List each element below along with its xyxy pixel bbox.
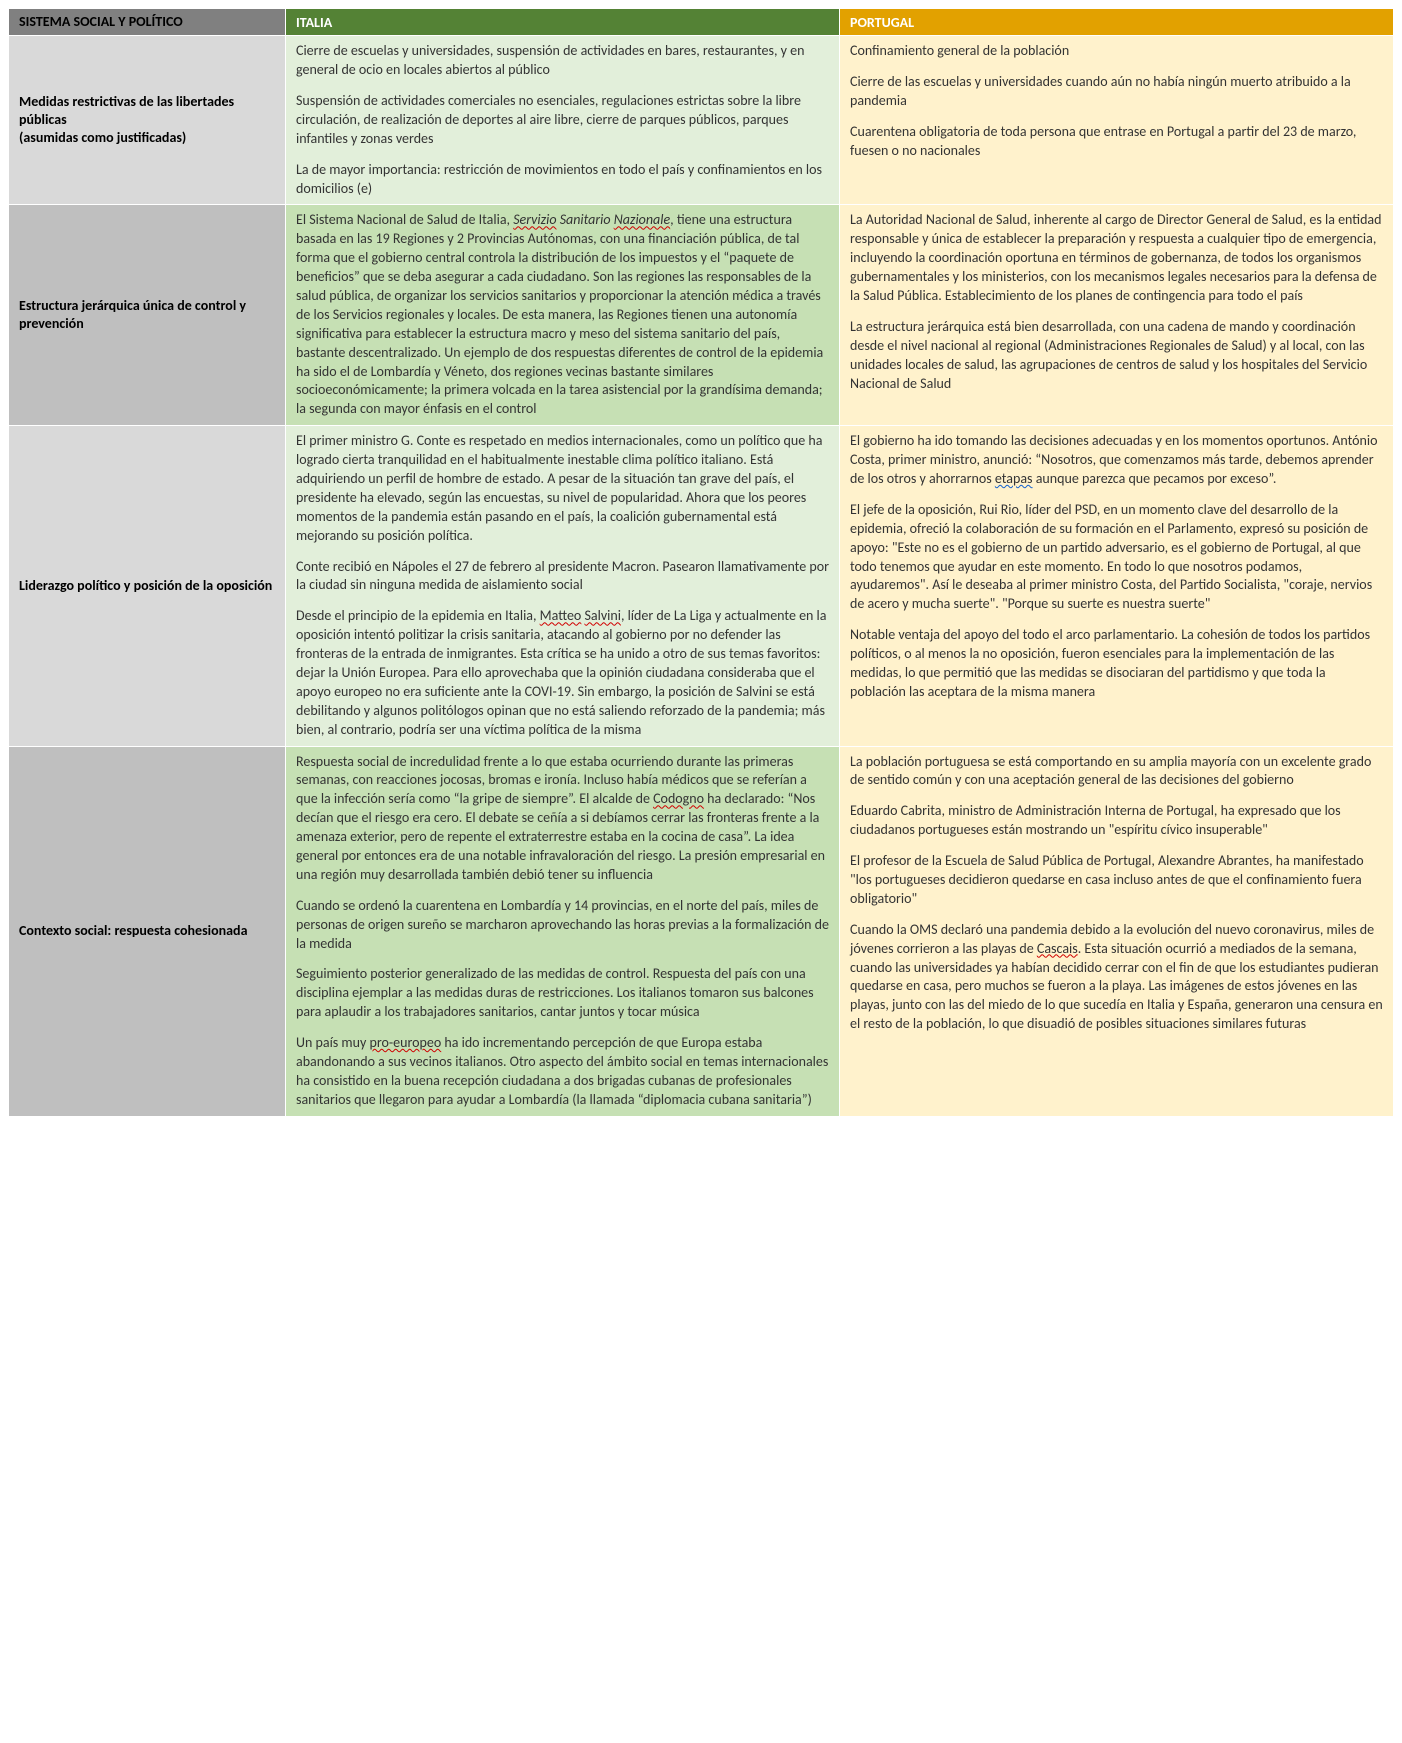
paragraph: La población portuguesa se está comporta… (850, 753, 1383, 791)
paragraph: La estructura jerárquica está bien desar… (850, 318, 1383, 394)
paragraph: Notable ventaja del apoyo del todo el ar… (850, 626, 1383, 702)
row-label: Liderazgo político y posición de la opos… (9, 426, 286, 746)
header-col3: PORTUGAL (840, 9, 1394, 36)
cell-italia: Respuesta social de incredulidad frente … (286, 746, 840, 1116)
paragraph: Cierre de las escuelas y universidades c… (850, 73, 1383, 111)
cell-italia: El primer ministro G. Conte es respetado… (286, 426, 840, 746)
cell-portugal: La Autoridad Nacional de Salud, inherent… (840, 205, 1394, 426)
table-body: Medidas restrictivas de las libertades p… (9, 36, 1394, 1117)
row-label: Estructura jerárquica única de control y… (9, 205, 286, 426)
paragraph: Confinamiento general de la población (850, 42, 1383, 61)
paragraph: El profesor de la Escuela de Salud Públi… (850, 852, 1383, 909)
header-row: SISTEMA SOCIAL Y POLÍTICO ITALIA PORTUGA… (9, 9, 1394, 36)
paragraph: Desde el principio de la epidemia en Ita… (296, 607, 829, 739)
paragraph: Conte recibió en Nápoles el 27 de febrer… (296, 558, 829, 596)
paragraph: Cuando se ordenó la cuarentena en Lombar… (296, 897, 829, 954)
paragraph: El jefe de la oposición, Rui Rio, líder … (850, 501, 1383, 614)
table-header: SISTEMA SOCIAL Y POLÍTICO ITALIA PORTUGA… (9, 9, 1394, 36)
paragraph: Un país muy pro-europeo ha ido increment… (296, 1034, 829, 1110)
cell-portugal: El gobierno ha ido tomando las decisione… (840, 426, 1394, 746)
paragraph: El gobierno ha ido tomando las decisione… (850, 432, 1383, 489)
paragraph: Eduardo Cabrita, ministro de Administrac… (850, 802, 1383, 840)
paragraph: Cierre de escuelas y universidades, susp… (296, 42, 829, 80)
table-row: Contexto social: respuesta cohesionadaRe… (9, 746, 1394, 1116)
table-row: Liderazgo político y posición de la opos… (9, 426, 1394, 746)
paragraph: Cuarentena obligatoria de toda persona q… (850, 123, 1383, 161)
comparison-table: SISTEMA SOCIAL Y POLÍTICO ITALIA PORTUGA… (8, 8, 1394, 1117)
paragraph: El Sistema Nacional de Salud de Italia, … (296, 211, 829, 419)
cell-portugal: Confinamiento general de la población Cie… (840, 36, 1394, 205)
paragraph: Seguimiento posterior generalizado de la… (296, 965, 829, 1022)
cell-italia: Cierre de escuelas y universidades, susp… (286, 36, 840, 205)
paragraph: Cuando la OMS declaró una pandemia debid… (850, 921, 1383, 1034)
paragraph: El primer ministro G. Conte es respetado… (296, 432, 829, 545)
paragraph: La Autoridad Nacional de Salud, inherent… (850, 211, 1383, 305)
table-row: Estructura jerárquica única de control y… (9, 205, 1394, 426)
paragraph: La de mayor importancia: restricción de … (296, 161, 829, 199)
cell-portugal: La población portuguesa se está comporta… (840, 746, 1394, 1116)
row-label: Contexto social: respuesta cohesionada (9, 746, 286, 1116)
row-label: Medidas restrictivas de las libertades p… (9, 36, 286, 205)
header-col2: ITALIA (286, 9, 840, 36)
paragraph: Respuesta social de incredulidad frente … (296, 753, 829, 885)
table-row: Medidas restrictivas de las libertades p… (9, 36, 1394, 205)
header-col1: SISTEMA SOCIAL Y POLÍTICO (9, 9, 286, 36)
paragraph: Suspensión de actividades comerciales no… (296, 92, 829, 149)
cell-italia: El Sistema Nacional de Salud de Italia, … (286, 205, 840, 426)
